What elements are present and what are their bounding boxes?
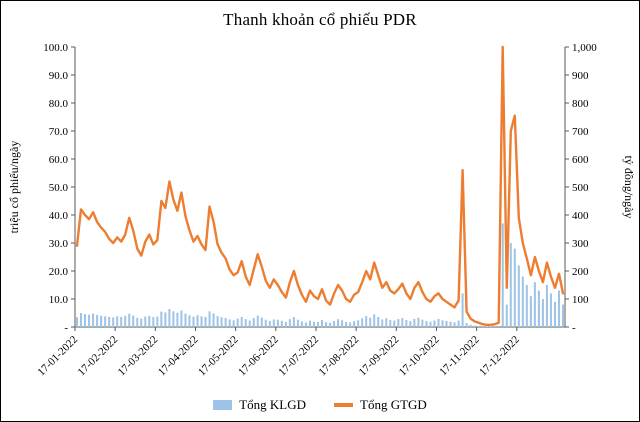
chart-title: Thanh khoản cổ phiếu PDR <box>223 10 417 29</box>
svg-text:80.0: 80.0 <box>49 98 69 110</box>
bar-series-klgd <box>76 223 564 327</box>
svg-text:17-03-2022: 17-03-2022 <box>116 334 161 379</box>
svg-text:20.0: 20.0 <box>49 266 69 278</box>
svg-text:100.0: 100.0 <box>43 42 68 54</box>
svg-text:17-06-2022: 17-06-2022 <box>236 334 281 379</box>
svg-text:30.0: 30.0 <box>49 238 69 250</box>
svg-text:300: 300 <box>572 238 589 250</box>
line-series-swatch <box>334 403 353 407</box>
x-axis-labels: 17-01-202217-02-202217-03-202217-04-2022… <box>35 334 522 379</box>
y-axis-right-title: tỷ đồng/ngày <box>622 156 636 219</box>
svg-text:17-08-2022: 17-08-2022 <box>316 334 361 379</box>
axis-titles: triệu cổ phiếu/ngày tỷ đồng/ngày <box>7 141 636 234</box>
svg-text:17-07-2022: 17-07-2022 <box>276 334 321 379</box>
svg-text:10.0: 10.0 <box>49 294 69 306</box>
legend-item-klgd: Tổng KLGD <box>213 397 306 413</box>
svg-text:400: 400 <box>572 210 589 222</box>
svg-text:700: 700 <box>572 126 589 138</box>
svg-text:17-12-2022: 17-12-2022 <box>477 334 522 379</box>
svg-text:17-10-2022: 17-10-2022 <box>397 334 442 379</box>
legend-item-gtgd: Tổng GTGD <box>334 397 427 413</box>
svg-text:800: 800 <box>572 98 589 110</box>
svg-text:17-04-2022: 17-04-2022 <box>156 334 201 379</box>
svg-text:17-05-2022: 17-05-2022 <box>196 334 241 379</box>
svg-text:40.0: 40.0 <box>49 210 69 222</box>
y-axis-right-labels: 1,000 900 800 700 600 500 400 300 200 100 - <box>572 42 597 334</box>
legend-label-gtgd: Tổng GTGD <box>360 397 427 412</box>
svg-text:50.0: 50.0 <box>49 182 69 194</box>
svg-text:70.0: 70.0 <box>49 126 69 138</box>
y-axis-left-labels: 100.0 90.0 80.0 70.0 60.0 50.0 40.0 30.0 20.0 10.… <box>43 42 68 334</box>
svg-text:60.0: 60.0 <box>49 154 69 166</box>
svg-text:-: - <box>64 322 68 334</box>
svg-text:900: 900 <box>572 70 589 82</box>
svg-text:17-09-2022: 17-09-2022 <box>357 334 402 379</box>
svg-text:-: - <box>572 322 576 334</box>
svg-text:17-01-2022: 17-01-2022 <box>35 334 80 379</box>
svg-text:500: 500 <box>572 182 589 194</box>
svg-text:17-11-2022: 17-11-2022 <box>437 334 481 378</box>
bar-series-swatch <box>213 400 233 410</box>
svg-text:1,000: 1,000 <box>572 42 597 54</box>
axes <box>71 46 569 331</box>
svg-text:100: 100 <box>572 294 589 306</box>
legend-label-klgd: Tổng KLGD <box>239 397 306 412</box>
legend: Tổng KLGD Tổng GTGD <box>1 397 639 413</box>
svg-text:600: 600 <box>572 154 589 166</box>
svg-text:200: 200 <box>572 266 589 278</box>
y-axis-left-title: triệu cổ phiếu/ngày <box>7 141 21 234</box>
svg-text:90.0: 90.0 <box>49 70 69 82</box>
line-series-gtgd <box>75 45 565 326</box>
svg-text:17-02-2022: 17-02-2022 <box>76 334 121 379</box>
